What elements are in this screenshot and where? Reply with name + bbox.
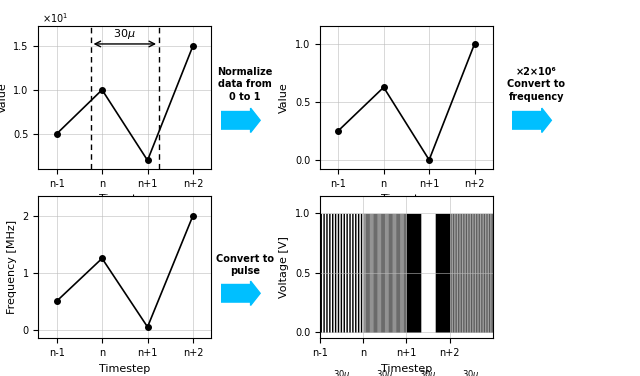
FancyArrow shape (221, 281, 260, 305)
Text: 30$\mu$: 30$\mu$ (419, 368, 437, 376)
X-axis label: Timestep: Timestep (99, 364, 150, 374)
Y-axis label: Voltage [V]: Voltage [V] (279, 236, 289, 298)
Text: 30$\mu$: 30$\mu$ (462, 368, 480, 376)
Text: 30$\mu$: 30$\mu$ (376, 368, 394, 376)
Text: 30$\mu$: 30$\mu$ (333, 368, 351, 376)
Text: 30$\mu$: 30$\mu$ (113, 27, 136, 41)
X-axis label: Timestep: Timestep (381, 194, 432, 205)
FancyArrow shape (512, 108, 552, 132)
X-axis label: Timestep: Timestep (99, 194, 150, 205)
Y-axis label: Value: Value (279, 82, 289, 113)
Y-axis label: Value: Value (0, 82, 8, 113)
Text: $\times10^1$: $\times10^1$ (42, 11, 68, 25)
Text: ×2×10⁶
Convert to
frequency: ×2×10⁶ Convert to frequency (508, 67, 565, 102)
Y-axis label: Frequency [MHz]: Frequency [MHz] (7, 220, 17, 314)
Text: Convert to
pulse: Convert to pulse (216, 254, 274, 276)
FancyArrow shape (221, 108, 260, 132)
X-axis label: Timestep: Timestep (381, 364, 432, 374)
Text: Normalize
data from
0 to 1: Normalize data from 0 to 1 (217, 67, 273, 102)
